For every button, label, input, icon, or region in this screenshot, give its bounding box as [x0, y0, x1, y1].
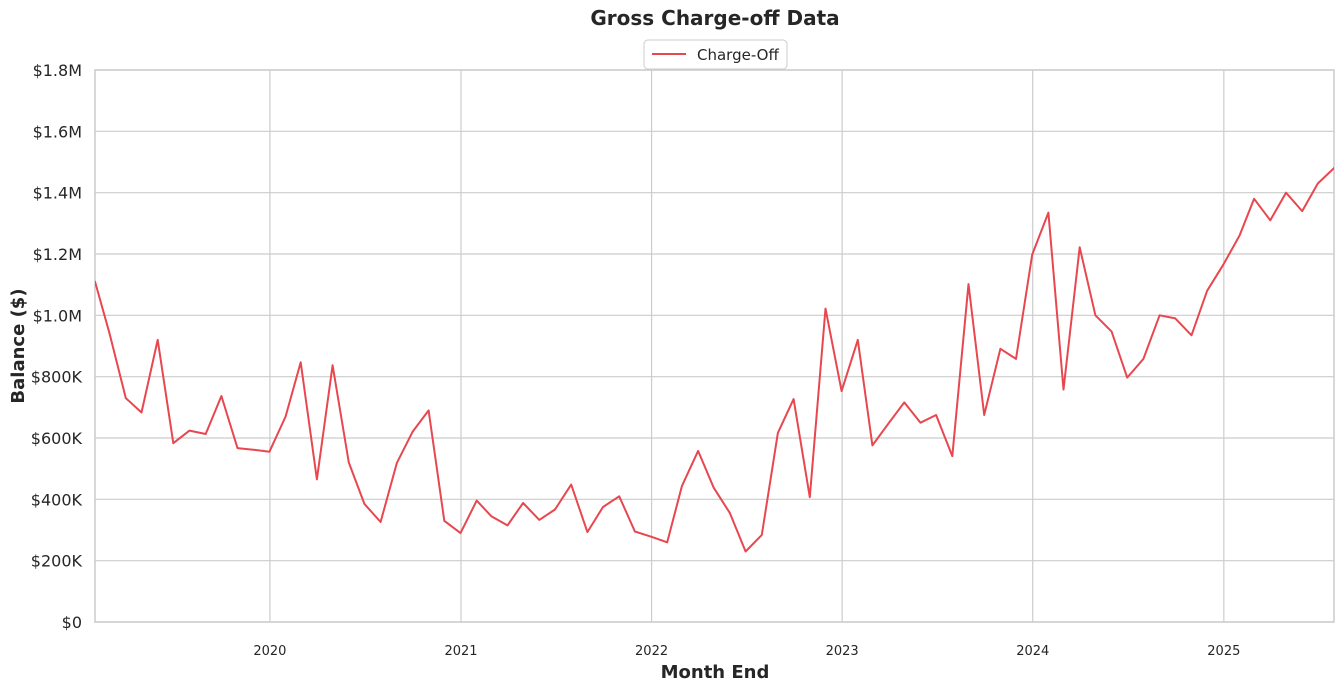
x-tick-label: 2020	[253, 644, 286, 659]
x-tick-label: 2022	[635, 644, 668, 659]
grid	[95, 69, 1334, 623]
y-axis: $0 $200K $400K $600K $800K $1.0M $1.2M $1.4M $1.…	[31, 61, 83, 632]
x-tick-label: 2021	[444, 644, 477, 659]
x-tick-label: 2024	[1016, 644, 1049, 659]
x-axis-title: Month End	[661, 662, 770, 683]
y-tick-label: $1.2M	[33, 245, 82, 264]
chart-title: Gross Charge-off Data	[590, 6, 839, 30]
y-tick-label: $1.8M	[33, 61, 82, 80]
x-tick-label: 2023	[826, 644, 859, 659]
y-tick-label: $1.4M	[33, 184, 82, 203]
y-axis-title: Balance ($)	[8, 288, 29, 403]
plot-frame	[94, 69, 1335, 623]
series-line-charge-off	[95, 167, 1334, 553]
y-tick-label: $400K	[31, 490, 83, 509]
y-tick-label: $800K	[31, 368, 83, 387]
legend: Charge-Off	[643, 39, 788, 70]
y-tick-label: $600K	[31, 429, 83, 448]
legend-label-charge-off: Charge-Off	[697, 46, 779, 64]
series-layer	[95, 167, 1334, 553]
legend-box	[643, 39, 788, 70]
y-tick-label: $200K	[31, 552, 83, 571]
y-tick-label: $1.0M	[33, 306, 82, 325]
x-tick-label: 2025	[1207, 644, 1240, 659]
x-axis: 2020 2021 2022 2023 2024 2025	[253, 644, 1240, 659]
y-tick-label: $1.6M	[33, 122, 82, 141]
y-tick-label: $0	[62, 613, 82, 632]
